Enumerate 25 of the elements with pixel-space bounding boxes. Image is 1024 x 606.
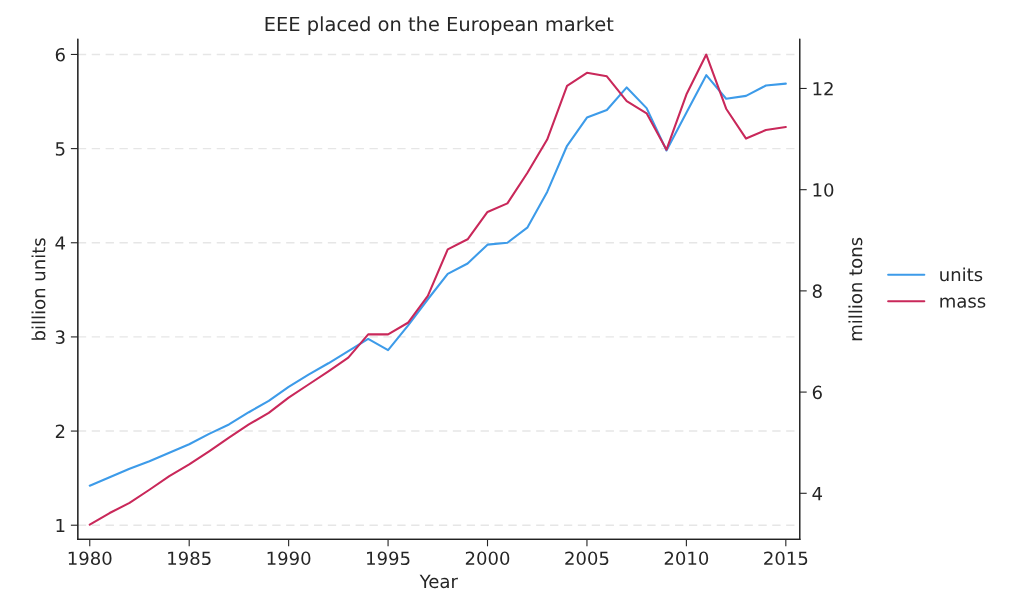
- x-tick-label: 2000: [465, 551, 510, 566]
- y-tick-label: 4: [55, 236, 66, 250]
- y-tick-label: 1: [56, 518, 65, 533]
- x-tick-label: 2005: [565, 551, 609, 566]
- y2-tick-label: 4: [812, 486, 823, 501]
- x-tick-label: 1995: [367, 551, 410, 566]
- y2-tick-label: 6: [812, 385, 822, 400]
- x-tick-label: 1985: [168, 551, 211, 566]
- y-tick-label: 2: [55, 424, 65, 438]
- y-tick-label: 3: [55, 330, 65, 345]
- y-tick-label: 6: [55, 47, 65, 62]
- legend-label: mass: [940, 297, 986, 308]
- y-tick-label: 5: [55, 142, 65, 156]
- x-axis-title: Year: [419, 574, 458, 589]
- y2-tick-label: 8: [812, 284, 822, 298]
- x-tick-label: 1990: [267, 551, 311, 566]
- chart-title: EEE placed on the European market: [265, 16, 614, 36]
- legend-label: units: [940, 267, 983, 282]
- y-axis-title: billion units: [31, 238, 46, 340]
- y2-axis-title: million tons: [848, 237, 863, 341]
- x-tick-label: 1980: [68, 551, 112, 566]
- x-tick-label: 2015: [764, 551, 808, 566]
- x-tick-label: 2010: [664, 551, 709, 566]
- y2-tick-label: 10: [813, 183, 834, 197]
- y2-tick-label: 12: [813, 81, 833, 96]
